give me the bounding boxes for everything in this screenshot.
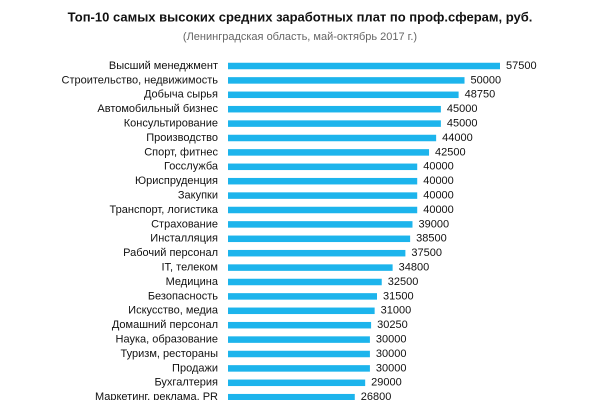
category-label: Страхование	[151, 218, 218, 230]
value-label: 44000	[442, 132, 473, 144]
bar	[228, 393, 355, 400]
bar	[228, 120, 441, 127]
category-label: Медицина	[166, 276, 219, 288]
category-label: Госслужба	[164, 161, 219, 173]
category-label: Спорт, фитнес	[144, 146, 218, 158]
value-label: 30000	[376, 334, 407, 346]
category-label: Бухгалтерия	[154, 377, 218, 389]
value-label: 31000	[381, 305, 412, 317]
bar	[228, 206, 418, 214]
bar	[228, 77, 465, 84]
bar	[228, 192, 418, 199]
value-label: 34800	[399, 262, 430, 274]
category-label: Маркетинг, реклама, PR	[95, 391, 218, 400]
category-label: Закупки	[178, 190, 218, 202]
bar	[228, 336, 370, 343]
category-label: Производство	[146, 132, 218, 144]
category-label: Домашний персонал	[112, 319, 218, 331]
category-label: Наука, образование	[116, 334, 218, 346]
value-label: 45000	[447, 118, 478, 130]
bar	[228, 221, 413, 228]
category-label: Продажи	[172, 362, 218, 374]
value-label: 42500	[435, 146, 466, 158]
bar	[228, 264, 393, 271]
value-label: 48750	[465, 89, 496, 101]
value-label: 50000	[471, 74, 502, 86]
bar	[228, 62, 500, 70]
value-label: 31500	[383, 290, 414, 302]
value-label: 40000	[423, 190, 454, 202]
category-label: Высший менеджмент	[109, 60, 218, 72]
category-label: Юриспруденция	[135, 175, 218, 187]
chart-title: Топ-10 самых высоких средних заработных …	[68, 9, 533, 24]
value-label: 30000	[376, 348, 407, 360]
value-label: 45000	[447, 103, 478, 115]
category-label: Безопасность	[148, 290, 218, 302]
bar	[228, 177, 418, 185]
category-label: IT, телеком	[162, 262, 219, 274]
value-label: 29000	[371, 377, 402, 389]
category-label: Рабочий персонал	[123, 247, 218, 259]
value-label: 40000	[423, 204, 454, 216]
category-label: Инсталляция	[150, 233, 218, 245]
bar	[228, 249, 406, 257]
chart-subtitle: (Ленинградская область, май-октябрь 2017…	[183, 31, 417, 43]
bar	[228, 235, 411, 243]
category-label: Строительство, недвижимость	[62, 74, 219, 86]
bar	[228, 134, 437, 142]
value-label: 32500	[388, 276, 419, 288]
category-label: Консультирование	[124, 118, 218, 130]
bar	[228, 105, 441, 113]
value-label: 40000	[423, 161, 454, 173]
bar	[228, 365, 370, 372]
category-label: Транспорт, логистика	[110, 204, 219, 216]
bar	[228, 278, 382, 286]
bar	[228, 293, 378, 300]
category-label: Добыча сырья	[144, 89, 218, 101]
category-label: Искусство, медиа	[128, 305, 219, 317]
value-label: 39000	[418, 218, 449, 230]
bar	[228, 379, 366, 387]
value-label: 30250	[377, 319, 408, 331]
value-label: 30000	[376, 362, 407, 374]
bar	[228, 91, 459, 99]
value-label: 57500	[506, 60, 537, 72]
bar	[228, 321, 372, 329]
value-label: 26800	[361, 391, 392, 400]
bar	[228, 149, 430, 156]
category-label: Автомобильный бизнес	[97, 103, 218, 115]
value-label: 37500	[411, 247, 442, 259]
value-label: 40000	[423, 175, 454, 187]
bar	[228, 163, 418, 171]
bar	[228, 350, 370, 358]
bar	[228, 307, 375, 315]
value-label: 38500	[416, 233, 447, 245]
category-label: Туризм, рестораны	[121, 348, 219, 360]
